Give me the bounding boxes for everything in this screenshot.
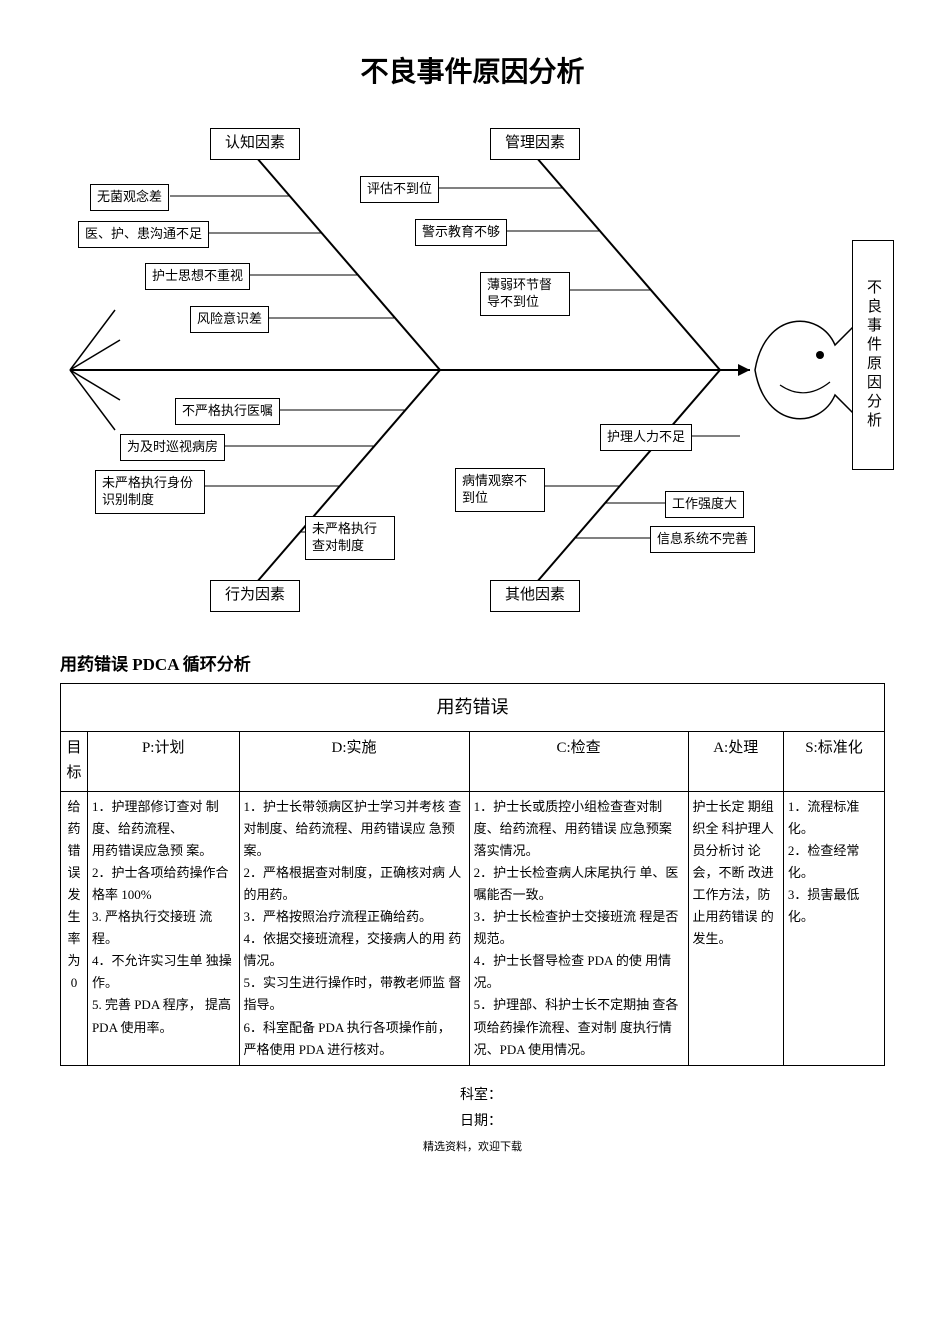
c-cell: 1．护士长或质控小组检查查对制度、给药流程、用药错误 应急预案落实情况。 2．护…	[469, 791, 688, 1065]
pdca-table: 用药错误 目标 P:计划 D:实施 C:检查 A:处理 S:标准化 给药错误发生…	[60, 683, 885, 1066]
cause-b1: 评估不到位	[360, 176, 439, 203]
p2: 2．护士各项给药操作合格率 100%	[92, 862, 235, 906]
col-s: S:标准化	[783, 731, 884, 791]
category-other: 其他因素	[490, 580, 580, 612]
s-cell: 1．流程标准化。 2．检查经常化。 3．损害最低化。	[783, 791, 884, 1065]
goal-cell: 给药错误发生率为0	[61, 791, 88, 1065]
p1b: 用药错误应急预 案。	[92, 840, 235, 862]
cause-a3: 护士思想不重视	[145, 263, 250, 290]
cause-d4: 未严格执行查对制度	[305, 516, 395, 560]
cause-b2: 警示教育不够	[415, 219, 507, 246]
col-p: P:计划	[87, 731, 239, 791]
col-goal: 目标	[61, 731, 88, 791]
col-a: A:处理	[688, 731, 783, 791]
fishbone-svg	[60, 110, 885, 630]
cause-e4: 信息系统不完善	[650, 526, 755, 553]
c3: 3．护士长检查护士交接班流 程是否规范。	[474, 906, 684, 950]
cause-e3: 工作强度大	[665, 491, 744, 518]
category-cognitive: 认知因素	[210, 128, 300, 160]
s1: 1．流程标准化。	[788, 796, 880, 840]
cause-b3: 薄弱环节督导不到位	[480, 272, 570, 316]
cause-a2: 医、护、患沟通不足	[78, 221, 209, 248]
footer-tiny: 精选资料，欢迎下载	[60, 1138, 885, 1154]
p3: 3. 严格执行交接班 流程。	[92, 906, 235, 950]
page-title: 不良事件原因分析	[60, 50, 885, 90]
category-management: 管理因素	[490, 128, 580, 160]
fishbone-head-label: 不良事件原因分析	[852, 240, 894, 470]
cause-e1: 病情观察不到位	[455, 468, 545, 512]
fishbone-diagram: 认知因素 管理因素 行为因素 其他因素 无菌观念差 医、护、患沟通不足 护士思想…	[60, 110, 885, 630]
cause-a4: 风险意识差	[190, 306, 269, 333]
d3: 3．严格按照治疗流程正确给药。	[244, 906, 465, 928]
cause-e2: 护理人力不足	[600, 424, 692, 451]
c5: 5．护理部、科护士长不定期抽 查各项给药操作流程、查对制 度执行情况、PDA 使…	[474, 994, 684, 1060]
d6: 6．科室配备 PDA 执行各项操作前， 严格使用 PDA 进行核对。	[244, 1017, 465, 1061]
cause-a1: 无菌观念差	[90, 184, 169, 211]
p1: 1．护理部修订查对 制度、给药流程、	[92, 796, 235, 840]
category-behavior: 行为因素	[210, 580, 300, 612]
c4: 4．护士长督导检查 PDA 的使 用情况。	[474, 950, 684, 994]
c1: 1．护士长或质控小组检查查对制度、给药流程、用药错误 应急预案落实情况。	[474, 796, 684, 862]
pdca-section-title: 用药错误 PDCA 循环分析	[60, 650, 885, 675]
footer: 科室： 日期：	[60, 1084, 885, 1130]
cause-d2: 为及时巡视病房	[120, 434, 225, 461]
col-c: C:检查	[469, 731, 688, 791]
d2: 2．严格根据查对制度，正确核对病 人的用药。	[244, 862, 465, 906]
footer-dept: 科室：	[60, 1084, 885, 1104]
d-cell: 1．护士长带领病区护士学习并考核 查对制度、给药流程、用药错误应 急预案。 2．…	[239, 791, 469, 1065]
d4: 4．依据交接班流程，交接病人的用 药情况。	[244, 928, 465, 972]
s3: 3．损害最低化。	[788, 884, 880, 928]
pdca-table-title: 用药错误	[61, 684, 885, 732]
footer-date: 日期：	[60, 1110, 885, 1130]
p5: 5. 完善 PDA 程序， 提高 PDA 使用率。	[92, 994, 235, 1038]
d5: 5．实习生进行操作时，带教老师监 督指导。	[244, 972, 465, 1016]
s2: 2．检查经常化。	[788, 840, 880, 884]
cause-d1: 不严格执行医嘱	[175, 398, 280, 425]
c2: 2．护士长检查病人床尾执行 单、医嘱能否一致。	[474, 862, 684, 906]
col-d: D:实施	[239, 731, 469, 791]
p4: 4．不允许实习生单 独操作。	[92, 950, 235, 994]
a-cell: 护士长定 期组织全 科护理人 员分析讨 论会，不断 改进工作方法，防止用药错误 …	[688, 791, 783, 1065]
cause-d3: 未严格执行身份识别制度	[95, 470, 205, 514]
d1: 1．护士长带领病区护士学习并考核 查对制度、给药流程、用药错误应 急预案。	[244, 796, 465, 862]
p-cell: 1．护理部修订查对 制度、给药流程、 用药错误应急预 案。 2．护士各项给药操作…	[87, 791, 239, 1065]
